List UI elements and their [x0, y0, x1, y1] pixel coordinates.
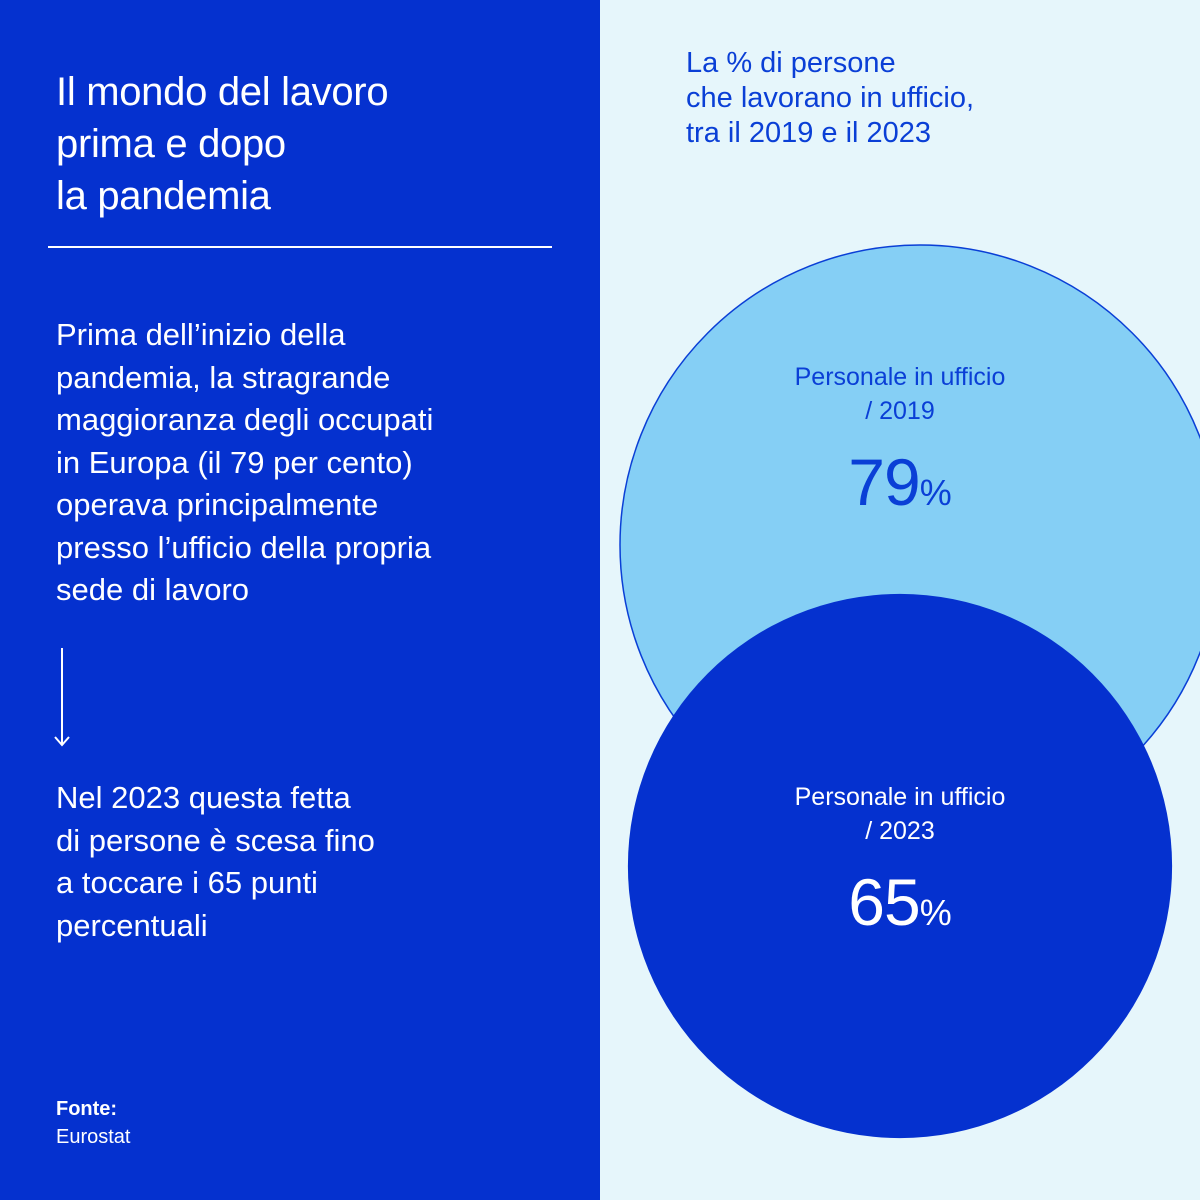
arrow-down-icon — [52, 648, 74, 748]
paragraph-line: pandemia, la stragrande — [56, 357, 433, 400]
bubble-2019-label: Personale in ufficio / 2019 — [720, 360, 1080, 428]
paragraph-line: maggioranza degli occupati — [56, 399, 433, 442]
title-line: Il mondo del lavoro — [56, 66, 388, 118]
title-line: prima e dopo — [56, 118, 388, 170]
paragraph-line: percentuali — [56, 905, 375, 948]
title-divider — [48, 246, 552, 248]
paragraph-line: a toccare i 65 punti — [56, 862, 375, 905]
bubble-2019-value: 79% — [720, 446, 1080, 529]
paragraph-2023: Nel 2023 questa fetta di persone è scesa… — [56, 777, 375, 947]
paragraph-line: operava principalmente — [56, 484, 433, 527]
source-value: Eurostat — [56, 1123, 130, 1151]
bubble-2023-value: 65% — [720, 866, 1080, 949]
title-line: la pandemia — [56, 170, 388, 222]
bubble-2019-value-unit: % — [920, 472, 952, 513]
paragraph-line: Prima dell’inizio della — [56, 314, 433, 357]
page-title: Il mondo del lavoro prima e dopo la pand… — [56, 66, 388, 222]
paragraph-line: sede di lavoro — [56, 569, 433, 612]
bubble-2019-label-line: Personale in ufficio — [720, 360, 1080, 394]
bubble-2023-label-line: / 2023 — [720, 814, 1080, 848]
bubble-2019-value-number: 79 — [848, 445, 919, 519]
bubble-2019-label-line: / 2019 — [720, 394, 1080, 428]
bubble-2023-value-unit: % — [920, 892, 952, 933]
source-note: Fonte: Eurostat — [56, 1095, 130, 1151]
paragraph-line: presso l’ufficio della propria — [56, 527, 433, 570]
bubble-2023-value-number: 65 — [848, 865, 919, 939]
bubble-2023-label-line: Personale in ufficio — [720, 780, 1080, 814]
paragraph-line: di persone è scesa fino — [56, 820, 375, 863]
chart-panel: La % di persone che lavorano in ufficio,… — [600, 0, 1200, 1200]
text-panel: Il mondo del lavoro prima e dopo la pand… — [0, 0, 600, 1200]
infographic: Il mondo del lavoro prima e dopo la pand… — [0, 0, 1200, 1200]
paragraph-line: Nel 2023 questa fetta — [56, 777, 375, 820]
paragraph-before-pandemic: Prima dell’inizio della pandemia, la str… — [56, 314, 433, 612]
paragraph-line: in Europa (il 79 per cento) — [56, 442, 433, 485]
bubble-2023-label: Personale in ufficio / 2023 — [720, 780, 1080, 848]
bubble-chart — [600, 0, 1200, 1200]
source-label: Fonte: — [56, 1095, 130, 1123]
